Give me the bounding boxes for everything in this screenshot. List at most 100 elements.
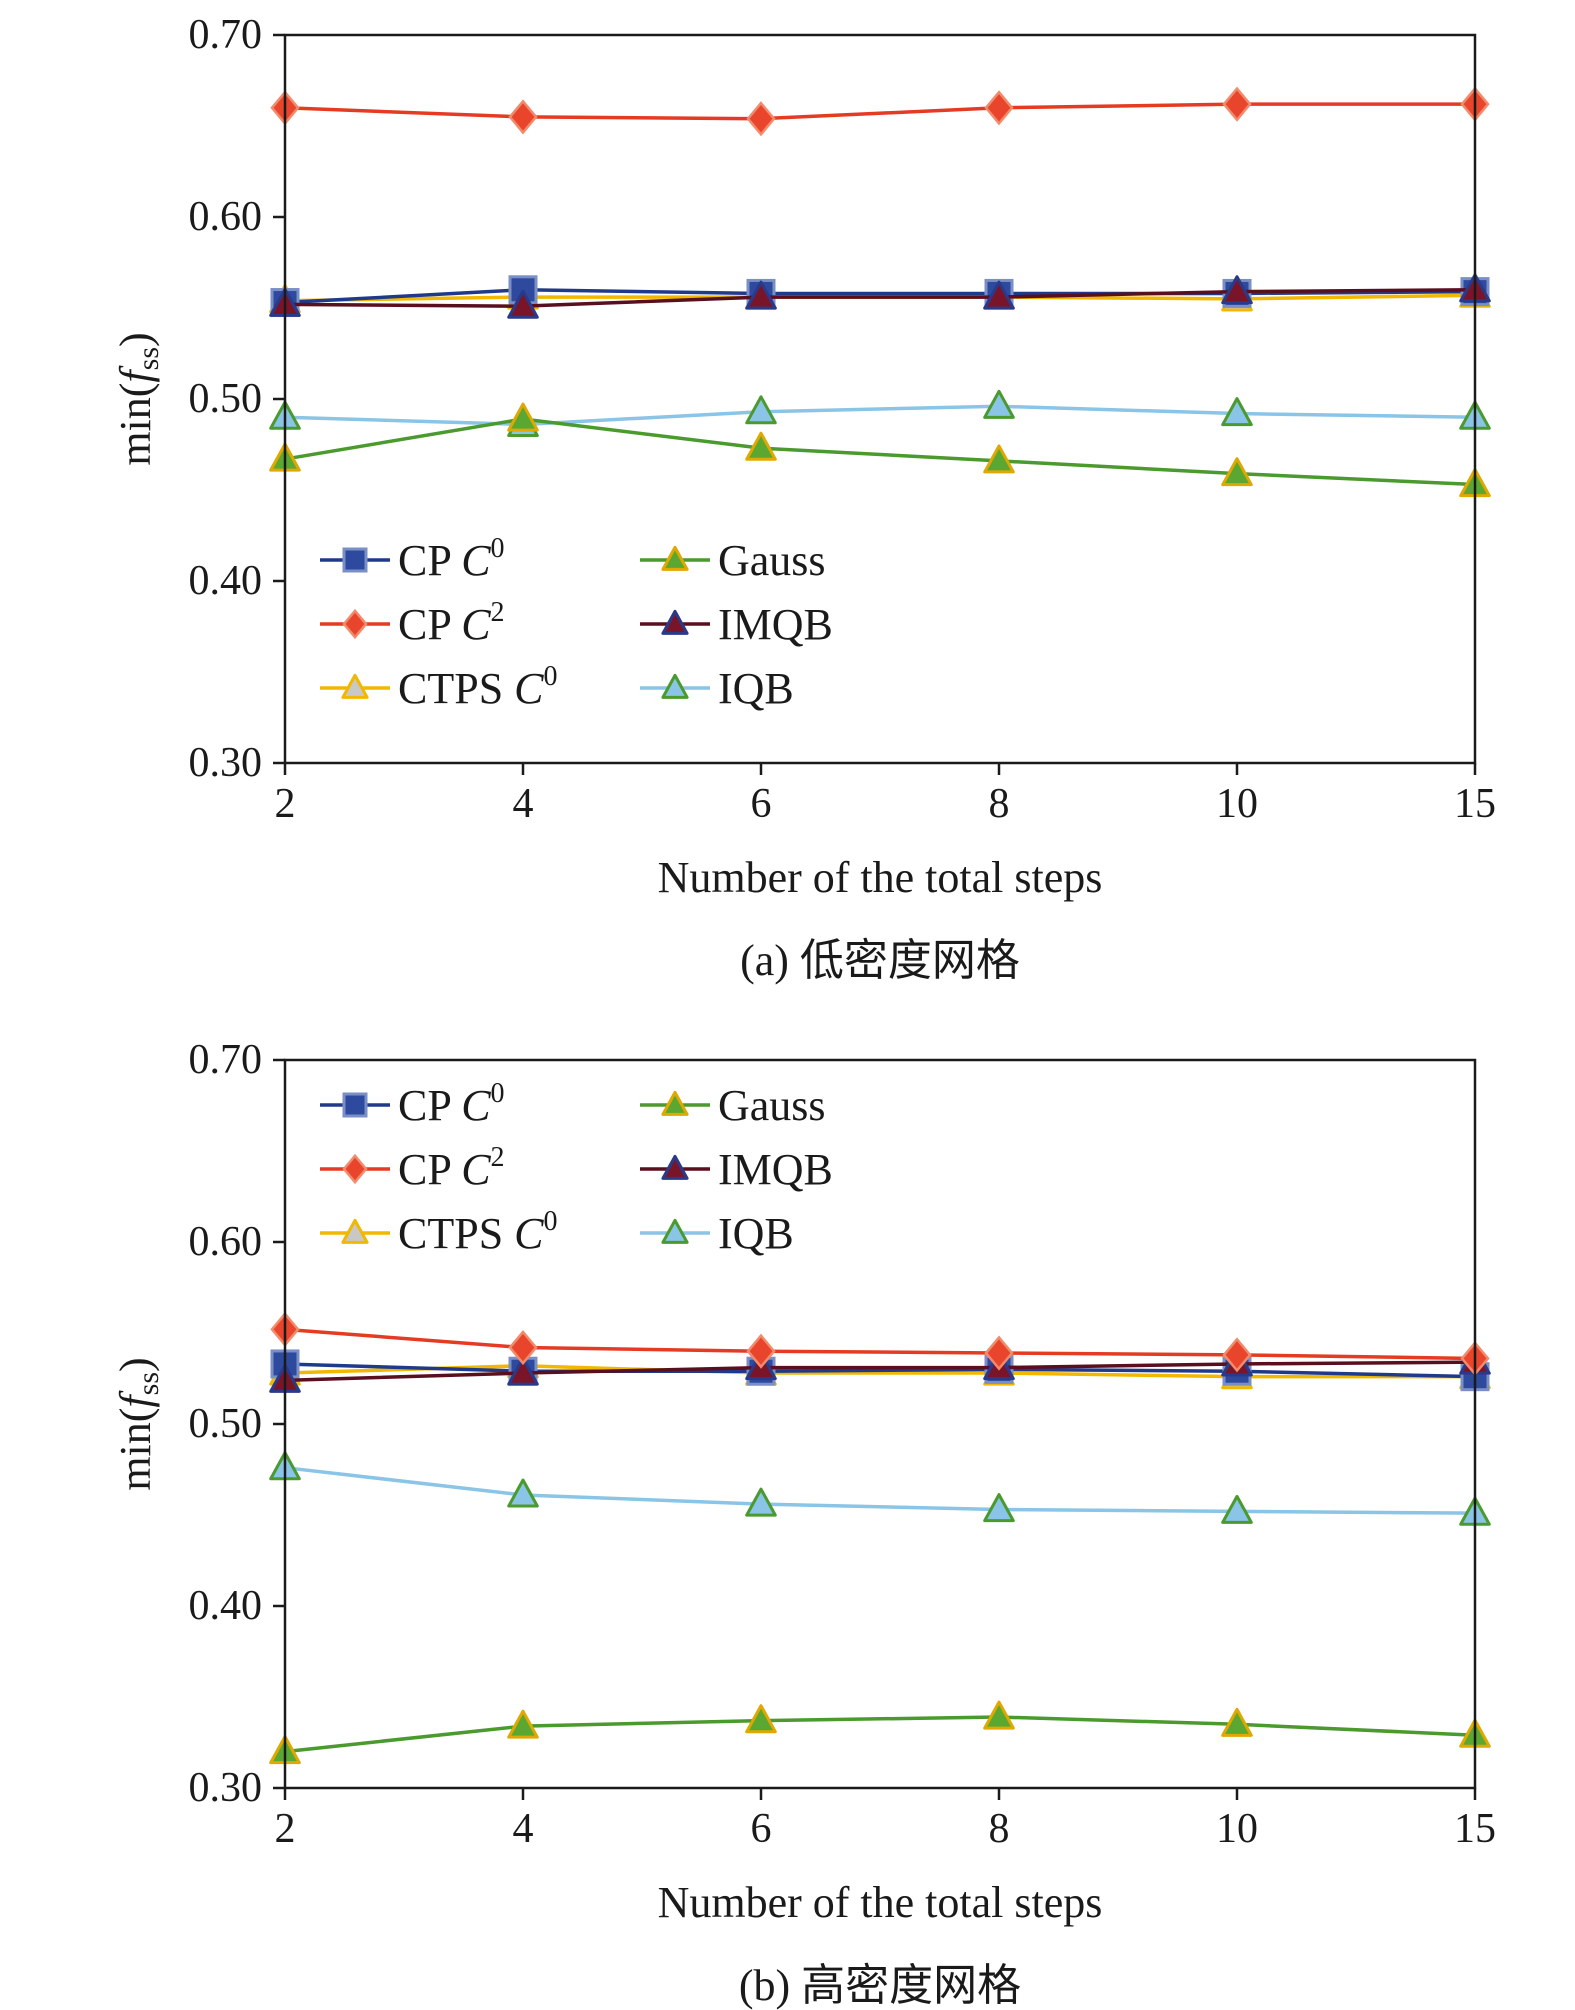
panel-caption: (b) 高密度网格 [739, 1961, 1021, 2010]
series-line [284, 1360, 1476, 1383]
x-axis-title: Number of the total steps [658, 1878, 1103, 1927]
legend: CP C0 CP C2 CTPS C0 Gauss IMQB IQB [320, 533, 833, 713]
data-point [983, 444, 1015, 474]
legend-label: CP C0 [398, 1078, 505, 1130]
legend-item-imqb: IMQB [640, 600, 833, 649]
series-iqb [269, 389, 1491, 438]
legend-marker [341, 673, 369, 699]
y-tick-label: 0.30 [189, 1765, 263, 1811]
y-tick-label: 0.30 [189, 740, 263, 786]
x-tick-label: 10 [1216, 781, 1258, 827]
series-line [284, 1362, 1476, 1379]
data-point [1221, 1494, 1253, 1524]
series-line [284, 1465, 1476, 1515]
legend-item-gauss: Gauss [640, 1081, 826, 1130]
legend-marker [342, 1092, 368, 1118]
data-point [984, 1335, 1014, 1371]
legend-marker [661, 1218, 689, 1244]
data-point [507, 1478, 539, 1508]
series-cp_c2 [270, 86, 1490, 137]
legend-label: IMQB [718, 600, 833, 649]
data-point [745, 280, 777, 310]
data-point [983, 1700, 1015, 1730]
legend-label: CTPS C0 [398, 661, 558, 713]
legend-label: IQB [718, 1209, 794, 1258]
x-tick-label: 2 [275, 781, 296, 827]
data-point [1221, 397, 1253, 427]
data-point [983, 389, 1015, 419]
legend-marker [661, 609, 689, 635]
data-point [1221, 275, 1253, 305]
data-point [507, 402, 539, 432]
data-point [983, 280, 1015, 310]
data-point [1221, 457, 1253, 487]
data-point [507, 289, 539, 319]
data-point [1222, 1337, 1252, 1373]
x-tick-label: 6 [751, 781, 772, 827]
plot-frame [283, 33, 1477, 765]
data-point [1222, 86, 1252, 122]
data-point [745, 1487, 777, 1517]
legend-label: IQB [718, 664, 794, 713]
x-tick-label: 15 [1454, 1806, 1496, 1852]
series-cp_c2 [270, 1311, 1490, 1377]
x-tick-label: 15 [1454, 781, 1496, 827]
x-tick-label: 8 [989, 781, 1010, 827]
x-tick-label: 2 [275, 1806, 296, 1852]
series-gauss [269, 402, 1491, 498]
data-point [745, 431, 777, 461]
legend: CP C0 CP C2 CTPS C0 Gauss IMQB IQB [320, 1078, 833, 1258]
legend-item-cp_c2: CP C2 [320, 597, 505, 649]
series-line [284, 288, 1476, 305]
y-axis-title: min(fss) [111, 1357, 165, 1490]
plot-area [269, 33, 1491, 765]
y-axis-title: min(fss) [111, 332, 165, 465]
y-tick-label: 0.60 [189, 194, 263, 240]
x-tick-labels: 2 4 6 8 10 15 [275, 1788, 1496, 1852]
x-tick-label: 6 [751, 1806, 772, 1852]
data-point [507, 1356, 539, 1386]
series-iqb [269, 1451, 1491, 1526]
legend-item-cp_c0: CP C0 [320, 1078, 505, 1130]
series-gauss [269, 1700, 1491, 1765]
series-line [284, 1715, 1476, 1754]
y-tick-label: 0.40 [189, 1583, 263, 1629]
x-tick-label: 4 [513, 781, 534, 827]
legend-marker [661, 1090, 689, 1116]
data-point [508, 99, 538, 135]
series-line [284, 1364, 1475, 1379]
y-tick-labels: 0.70 0.60 0.50 0.40 0.30 [189, 12, 263, 786]
data-point [508, 1330, 538, 1366]
legend-item-cp_c2: CP C2 [320, 1142, 505, 1194]
legend-item-ctps_c0: CTPS C0 [320, 661, 558, 713]
data-point [745, 1704, 777, 1734]
y-tick-labels: 0.70 0.60 0.50 0.40 0.30 [189, 1037, 263, 1811]
series-line [284, 1327, 1476, 1361]
data-point [745, 395, 777, 425]
x-tick-label: 4 [513, 1806, 534, 1852]
y-tick-label: 0.60 [189, 1219, 263, 1265]
legend-marker [342, 547, 368, 573]
data-point [746, 1333, 776, 1369]
plot-frame [283, 1058, 1477, 1790]
legend-label: Gauss [718, 536, 826, 585]
legend-item-iqb: IQB [640, 664, 794, 713]
panel-caption: (a) 低密度网格 [740, 936, 1020, 985]
legend-label: CTPS C0 [398, 1206, 558, 1258]
legend-label: CP C2 [398, 1142, 505, 1194]
y-tick-label: 0.50 [189, 376, 263, 422]
legend-marker [342, 608, 368, 640]
legend-item-imqb: IMQB [640, 1145, 833, 1194]
x-tick-labels: 2 4 6 8 10 15 [275, 763, 1496, 827]
y-tick-label: 0.40 [189, 558, 263, 604]
legend-item-ctps_c0: CTPS C0 [320, 1206, 558, 1258]
legend-label: CP C2 [398, 597, 505, 649]
series-imqb [269, 273, 1491, 319]
x-axis-title: Number of the total steps [658, 853, 1103, 902]
legend-label: Gauss [718, 1081, 826, 1130]
data-point [984, 90, 1014, 126]
legend-item-iqb: IQB [640, 1209, 794, 1258]
legend-marker [341, 1218, 369, 1244]
data-point [746, 101, 776, 137]
